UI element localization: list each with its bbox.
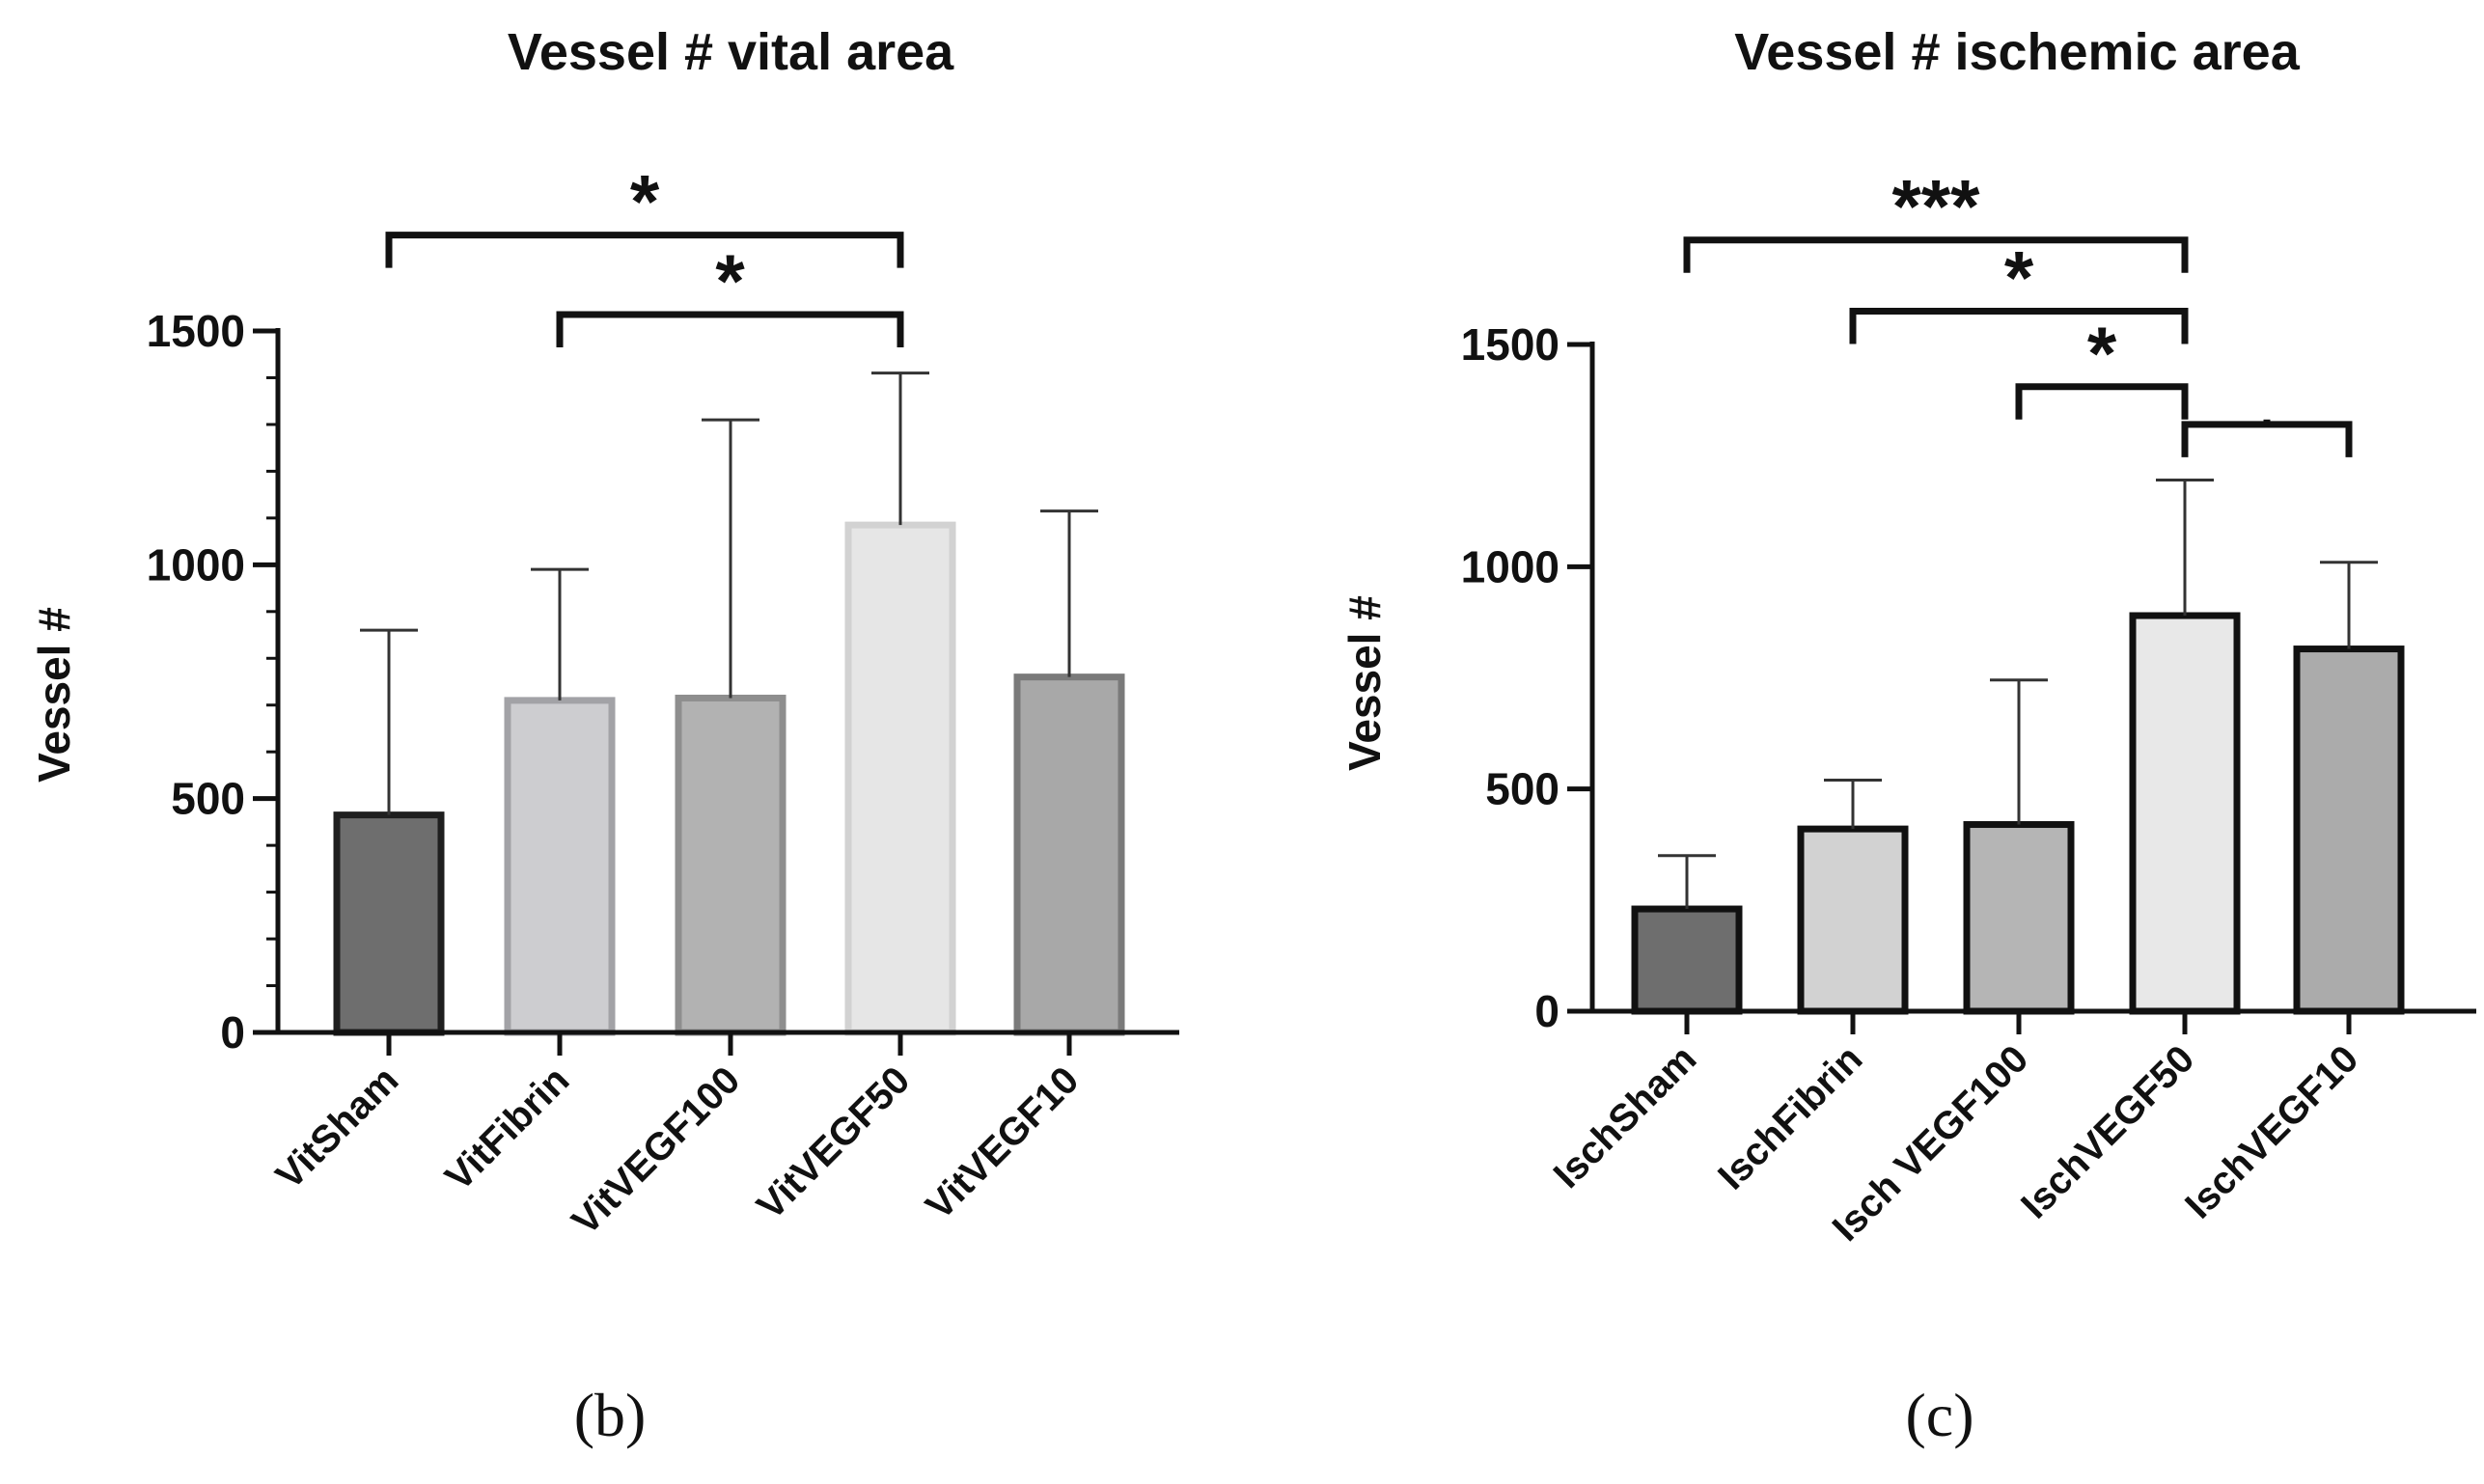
bar-vitvegf10 bbox=[1013, 673, 1125, 1036]
x-tick-label: IschVEGF10 bbox=[2177, 1037, 2366, 1226]
significance-marker: * bbox=[715, 238, 745, 323]
significance-bracket bbox=[1849, 307, 2189, 344]
bar-vitfibrin bbox=[504, 697, 616, 1036]
bars-layer bbox=[1631, 479, 2405, 1015]
bar-vitvegf100 bbox=[675, 694, 787, 1036]
x-tick-label: VitFibrin bbox=[437, 1058, 577, 1198]
x-tick-label: VitVEGF100 bbox=[564, 1058, 748, 1243]
panel-label: (c) bbox=[1905, 1381, 1973, 1449]
x-tick-label: VitVEGF50 bbox=[749, 1058, 918, 1227]
significance-layer: ** bbox=[385, 159, 904, 348]
significance-bracket bbox=[2015, 383, 2189, 420]
bar-vitvegf50 bbox=[844, 521, 956, 1036]
y-tick-label: 500 bbox=[1485, 764, 1559, 814]
significance-marker: * bbox=[2087, 311, 2117, 396]
bar-ischvegf10 bbox=[2293, 646, 2405, 1015]
x-tick-label: IschFibrin bbox=[1710, 1037, 1870, 1197]
x-tick-label: IschSham bbox=[1546, 1037, 1705, 1196]
significance-bracket bbox=[1683, 236, 2189, 273]
significance-bracket bbox=[385, 232, 904, 268]
bars-layer bbox=[333, 371, 1125, 1036]
chart-vital-area: Vessel # vital area Vessel # ** 05001000… bbox=[29, 23, 1179, 1449]
bar-vitsham bbox=[333, 811, 445, 1036]
y-tick-label: 1500 bbox=[147, 306, 245, 356]
y-tick-label: 0 bbox=[1534, 986, 1559, 1036]
y-tick-label: 0 bbox=[220, 1007, 245, 1058]
chart-title: Vessel # ischemic area bbox=[1734, 23, 2300, 81]
x-tick-label: VitSham bbox=[268, 1058, 407, 1197]
y-tick-label: 500 bbox=[171, 774, 245, 824]
chart-title: Vessel # vital area bbox=[508, 23, 954, 81]
y-axis-label: Vessel # bbox=[1339, 595, 1390, 771]
x-tick-label: IschVEGF50 bbox=[2013, 1037, 2202, 1226]
significance-marker: *** bbox=[1891, 164, 1980, 249]
y-tick-label: 1000 bbox=[147, 539, 245, 590]
x-tick-label: VitVEGF10 bbox=[918, 1058, 1087, 1227]
significance-layer: ***** bbox=[1683, 164, 2353, 457]
y-tick-label: 1000 bbox=[1461, 541, 1559, 591]
y-tick-label: 1500 bbox=[1461, 319, 1559, 370]
significance-bracket bbox=[556, 311, 904, 348]
bar-ischsham bbox=[1631, 905, 1743, 1015]
panel-label: (b) bbox=[574, 1381, 647, 1449]
chart-ischemic-area: Vessel # ischemic area Vessel # ***** 05… bbox=[1339, 23, 2476, 1449]
bar-isch-vegf100 bbox=[1963, 821, 2075, 1015]
significance-marker: * bbox=[630, 159, 660, 244]
bar-ischvegf50 bbox=[2129, 612, 2241, 1015]
bar-ischfibrin bbox=[1797, 825, 1909, 1015]
significance-bracket bbox=[2181, 421, 2353, 457]
y-axis-label: Vessel # bbox=[29, 607, 79, 783]
significance-marker: * bbox=[2004, 234, 2034, 319]
